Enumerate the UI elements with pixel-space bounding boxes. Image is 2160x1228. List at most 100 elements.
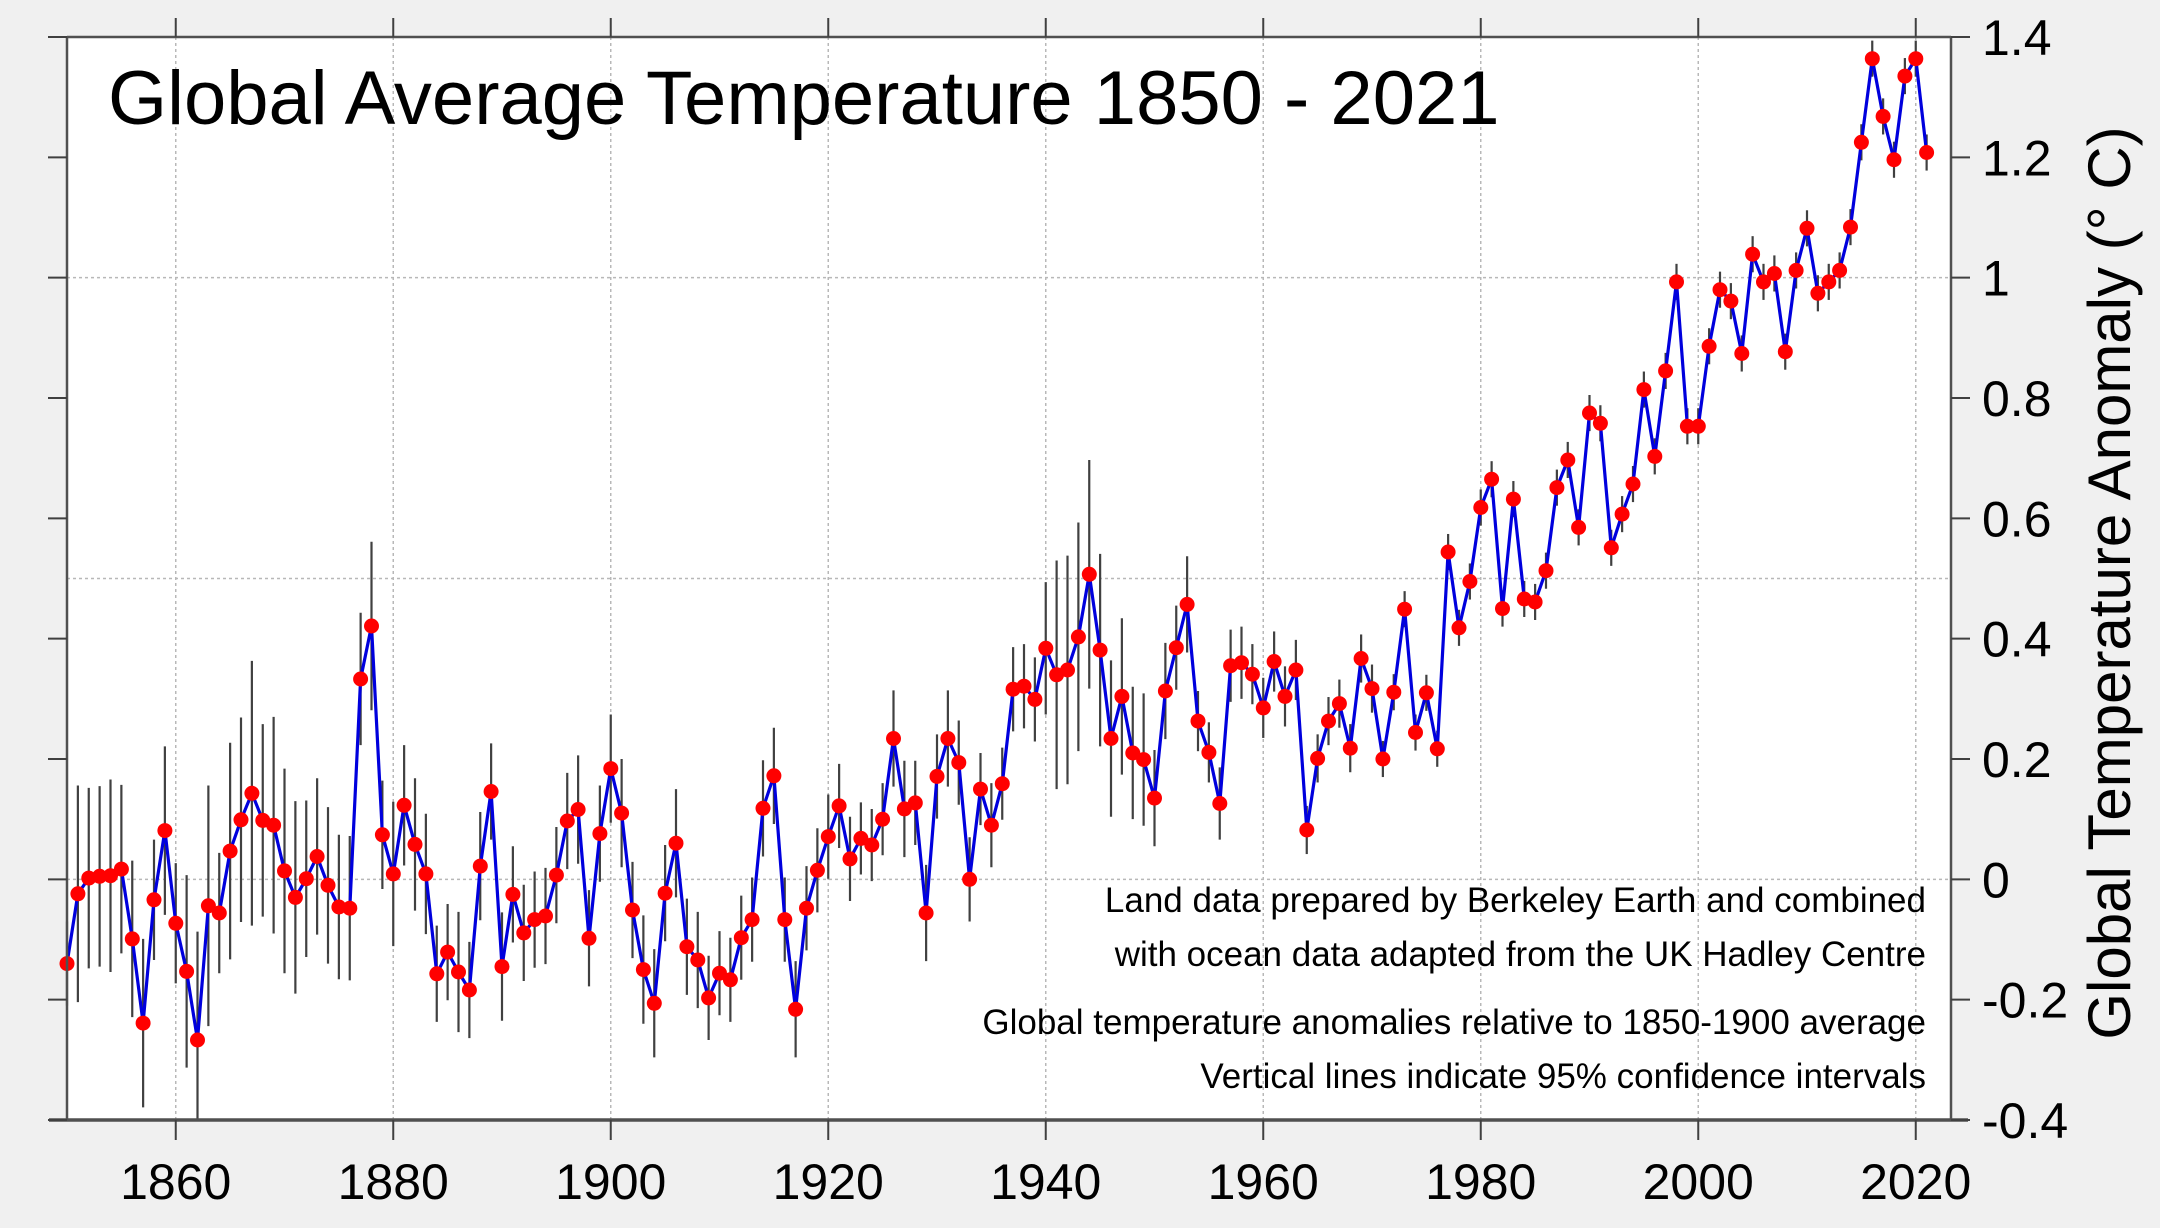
data-point: [635, 962, 651, 978]
data-point: [1647, 448, 1663, 464]
data-point: [440, 944, 456, 960]
data-point: [799, 900, 814, 916]
y-tick-label: 1.4: [1982, 10, 2052, 66]
data-point: [1212, 796, 1228, 811]
data-point: [1864, 51, 1880, 67]
data-point: [1310, 750, 1326, 766]
data-point: [1190, 713, 1206, 729]
data-point: [1288, 662, 1304, 678]
data-point: [668, 835, 684, 851]
data-point: [962, 871, 978, 887]
data-point: [548, 867, 564, 883]
data-point: [592, 826, 608, 842]
data-point: [581, 930, 597, 946]
data-point: [1636, 382, 1652, 398]
data-point: [1157, 683, 1173, 699]
y-tick-label: -0.4: [1982, 1093, 2068, 1149]
data-point: [331, 899, 347, 915]
data-point: [1723, 293, 1739, 309]
data-point: [1364, 681, 1380, 697]
data-point: [1484, 471, 1500, 487]
data-point: [364, 618, 379, 634]
data-point: [266, 817, 282, 833]
data-point: [1549, 480, 1565, 496]
x-tick-label: 1940: [990, 1154, 1101, 1210]
data-point: [1277, 688, 1293, 704]
data-point: [1331, 696, 1347, 712]
data-point: [777, 912, 793, 928]
chart-title: Global Average Temperature 1850 - 2021: [108, 56, 1500, 141]
data-point: [1342, 740, 1358, 756]
data-point: [1299, 822, 1315, 838]
data-point: [853, 830, 869, 846]
data-point: [1103, 731, 1119, 746]
data-point: [1592, 415, 1608, 431]
data-point: [1571, 519, 1587, 535]
data-point: [1125, 745, 1141, 761]
x-axis-ticks: 1860 1880 1900 1920 1940 1960 1980 2000 2020: [120, 18, 1971, 1210]
data-point: [494, 959, 510, 975]
data-point: [1603, 540, 1619, 556]
data-point: [1353, 651, 1369, 666]
data-point: [1625, 476, 1641, 492]
y-tick-label: 0.6: [1982, 491, 2052, 547]
y-tick-label: 0: [1982, 852, 2010, 908]
data-point: [168, 915, 184, 931]
data-point: [244, 785, 260, 801]
data-point: [505, 886, 521, 902]
data-point: [1614, 506, 1630, 522]
data-point: [1244, 666, 1260, 682]
data-point: [1027, 691, 1043, 707]
data-point: [1908, 51, 1924, 67]
data-point: [396, 797, 412, 813]
data-point: [929, 768, 945, 784]
data-point: [1788, 262, 1804, 278]
y-tick-label: 1: [1982, 251, 2010, 307]
y-tick-label: 0.2: [1982, 732, 2052, 788]
data-point: [1658, 363, 1674, 379]
data-point: [831, 798, 847, 814]
data-point: [277, 863, 292, 879]
data-point: [1168, 640, 1184, 656]
data-point: [1081, 566, 1097, 582]
data-point: [1179, 596, 1195, 612]
data-point: [309, 849, 325, 864]
data-point: [70, 886, 86, 902]
data-point: [1201, 744, 1217, 760]
data-point: [1451, 620, 1467, 636]
data-point: [809, 862, 825, 878]
data-point: [1897, 68, 1913, 84]
data-point: [461, 982, 477, 998]
data-point: [1853, 134, 1869, 150]
data-point: [1810, 285, 1826, 301]
data-point: [287, 889, 303, 905]
data-point: [538, 908, 553, 924]
data-point: [820, 829, 836, 845]
data-point: [712, 965, 727, 981]
y-tick-label: 1.2: [1982, 130, 2052, 186]
data-point: [1799, 220, 1815, 236]
data-point: [1016, 678, 1032, 694]
data-point: [755, 800, 771, 816]
data-point: [1386, 684, 1402, 700]
data-point: [1136, 752, 1152, 768]
data-point: [1832, 262, 1848, 278]
y-axis-label: Global Temperature Anomaly (° C): [2076, 126, 2143, 1039]
data-point: [1234, 655, 1249, 671]
x-tick-label: 2000: [1643, 1154, 1754, 1210]
data-point: [625, 902, 640, 918]
data-point: [1418, 685, 1434, 701]
data-point: [451, 964, 466, 980]
y-tick-label: -0.2: [1982, 973, 2068, 1029]
x-tick-label: 1980: [1425, 1154, 1536, 1210]
data-point: [1440, 544, 1456, 560]
data-point: [701, 990, 717, 1006]
data-point: [1397, 601, 1413, 617]
data-point: [353, 671, 369, 687]
data-point: [983, 817, 999, 833]
annotation-confidence: Vertical lines indicate 95% confidence i…: [1200, 1057, 1926, 1096]
data-point: [113, 861, 129, 877]
y-axis-ticks: -0.4 -0.2 0 0.2 0.4 0.6 0.8 1 1.2 1.4: [48, 10, 2068, 1149]
data-point: [92, 868, 108, 884]
